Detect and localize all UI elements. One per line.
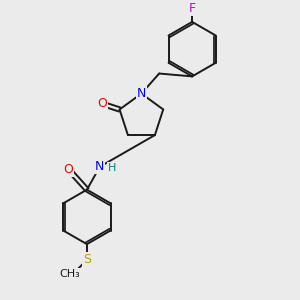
Text: F: F [189,2,196,16]
Text: O: O [97,97,107,110]
Text: CH₃: CH₃ [59,269,80,279]
Text: N: N [95,160,104,173]
Text: S: S [83,254,91,266]
Text: H: H [108,163,116,173]
Text: O: O [63,163,73,176]
Text: N: N [137,87,146,100]
